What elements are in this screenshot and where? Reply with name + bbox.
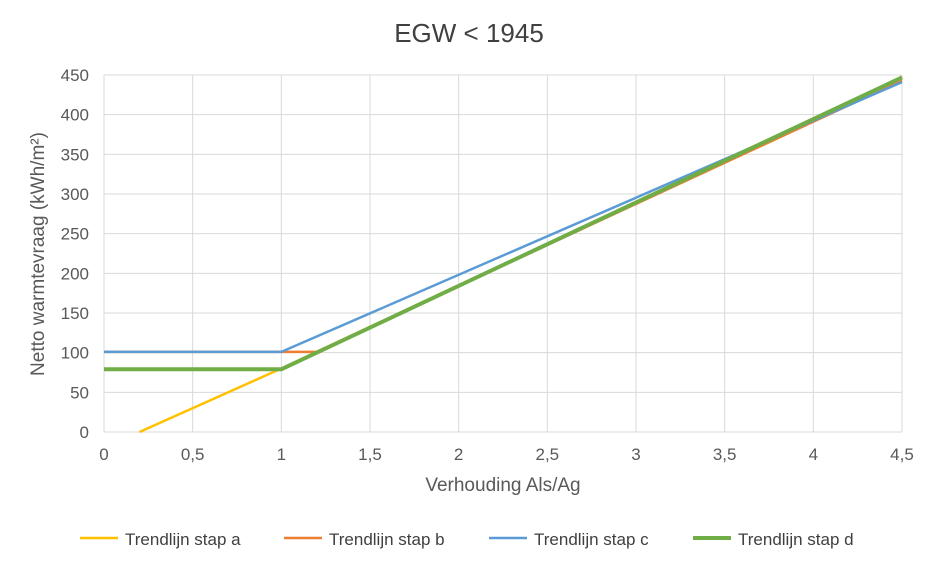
tick-labels: 0 50 100 150 200 250 300 350 400 450 0 0,5 1 1,5 2 2,5 3…	[61, 66, 914, 464]
legend: Trendlijn stap a Trendlijn stap b Trendlij…	[80, 530, 854, 549]
y-tick-label: 250	[61, 225, 89, 244]
y-tick-label: 100	[61, 344, 89, 363]
y-axis-label: Netto warmtevraag (kWh/m²)	[28, 132, 49, 376]
y-tick-label: 0	[80, 423, 89, 442]
legend-label-d: Trendlijn stap d	[738, 530, 854, 549]
y-tick-label: 150	[61, 304, 89, 323]
x-tick-label: 2,5	[536, 445, 560, 464]
y-tick-label: 450	[61, 66, 89, 85]
x-tick-label: 1	[277, 445, 286, 464]
y-tick-label: 200	[61, 264, 89, 283]
legend-label-c: Trendlijn stap c	[534, 530, 649, 549]
series-line-c	[104, 80, 903, 354]
series-line-b	[104, 79, 903, 354]
series-line-d	[104, 75, 903, 372]
x-tick-label: 4	[809, 445, 818, 464]
x-tick-label: 4,5	[890, 445, 914, 464]
x-axis-label: Verhouding Als/Ag	[425, 475, 580, 496]
y-tick-label: 50	[70, 383, 89, 402]
x-tick-label: 2	[454, 445, 463, 464]
y-tick-label: 400	[61, 106, 89, 125]
legend-label-b: Trendlijn stap b	[329, 530, 445, 549]
chart-title: EGW < 1945	[394, 18, 544, 48]
series-lines	[104, 75, 903, 434]
y-tick-label: 300	[61, 185, 89, 204]
legend-label-a: Trendlijn stap a	[125, 530, 241, 549]
x-tick-label: 3,5	[713, 445, 737, 464]
x-tick-label: 0,5	[181, 445, 205, 464]
y-tick-label: 350	[61, 145, 89, 164]
x-tick-label: 1,5	[358, 445, 382, 464]
x-tick-label: 0	[99, 445, 108, 464]
x-tick-label: 3	[631, 445, 640, 464]
gridlines	[103, 74, 903, 433]
